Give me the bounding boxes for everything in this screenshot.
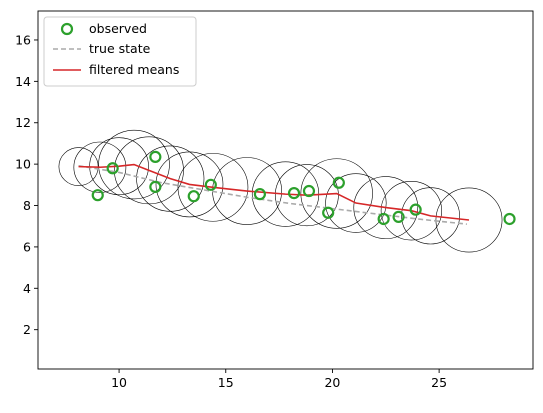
observed-point bbox=[253, 188, 266, 201]
covariance-circle bbox=[98, 129, 170, 200]
true-state-line bbox=[78, 164, 467, 225]
covariance-circle bbox=[177, 153, 249, 222]
x-tick-label: 25 bbox=[431, 375, 447, 390]
covariance-circle bbox=[380, 181, 442, 241]
y-tick-label: 4 bbox=[23, 281, 31, 296]
observed-point bbox=[149, 180, 162, 193]
legend-filtered-label: filtered means bbox=[89, 62, 179, 77]
legend-observed-marker bbox=[60, 22, 74, 36]
y-tick-label: 2 bbox=[23, 322, 31, 337]
covariance-circle bbox=[353, 176, 419, 239]
series-lines bbox=[78, 163, 470, 225]
y-axis: 2 4 6 8 10 12 14 16 bbox=[15, 32, 38, 337]
legend-true-state-label: true state bbox=[89, 41, 151, 56]
legend-box bbox=[43, 16, 197, 87]
covariance-circle bbox=[401, 187, 460, 245]
x-tick-label: 15 bbox=[218, 375, 234, 390]
observed-point bbox=[503, 212, 516, 226]
y-tick-label: 14 bbox=[15, 74, 31, 89]
observed-point bbox=[287, 187, 301, 200]
filtered-means-line bbox=[78, 163, 470, 221]
observed-point bbox=[409, 203, 422, 216]
observed-point bbox=[322, 206, 335, 219]
y-tick-label: 6 bbox=[23, 239, 31, 254]
observed-points bbox=[91, 150, 516, 226]
observed-point bbox=[332, 176, 345, 189]
plot-frame bbox=[37, 10, 534, 370]
observed-point bbox=[149, 150, 162, 163]
y-tick-label: 16 bbox=[15, 32, 31, 47]
legend-observed-label: observed bbox=[89, 21, 147, 36]
covariance-circle bbox=[325, 173, 387, 233]
y-tick-label: 8 bbox=[23, 198, 31, 213]
legend: observed true state filtered means bbox=[43, 16, 197, 87]
x-axis: 10 15 20 25 bbox=[111, 369, 447, 390]
observed-point bbox=[204, 178, 217, 191]
x-tick-label: 20 bbox=[324, 375, 340, 390]
covariance-circle bbox=[300, 158, 373, 229]
observed-point bbox=[91, 189, 104, 202]
observed-point bbox=[392, 210, 405, 224]
covariance-circle bbox=[73, 141, 127, 193]
observed-point bbox=[302, 184, 316, 198]
y-tick-label: 10 bbox=[15, 157, 31, 172]
covariance-circle bbox=[155, 151, 224, 218]
y-tick-label: 12 bbox=[15, 115, 31, 130]
x-tick-label: 10 bbox=[111, 375, 127, 390]
observed-point bbox=[106, 162, 119, 175]
observed-point bbox=[187, 190, 200, 203]
covariance-circle bbox=[435, 187, 503, 253]
observed-point bbox=[377, 212, 390, 226]
